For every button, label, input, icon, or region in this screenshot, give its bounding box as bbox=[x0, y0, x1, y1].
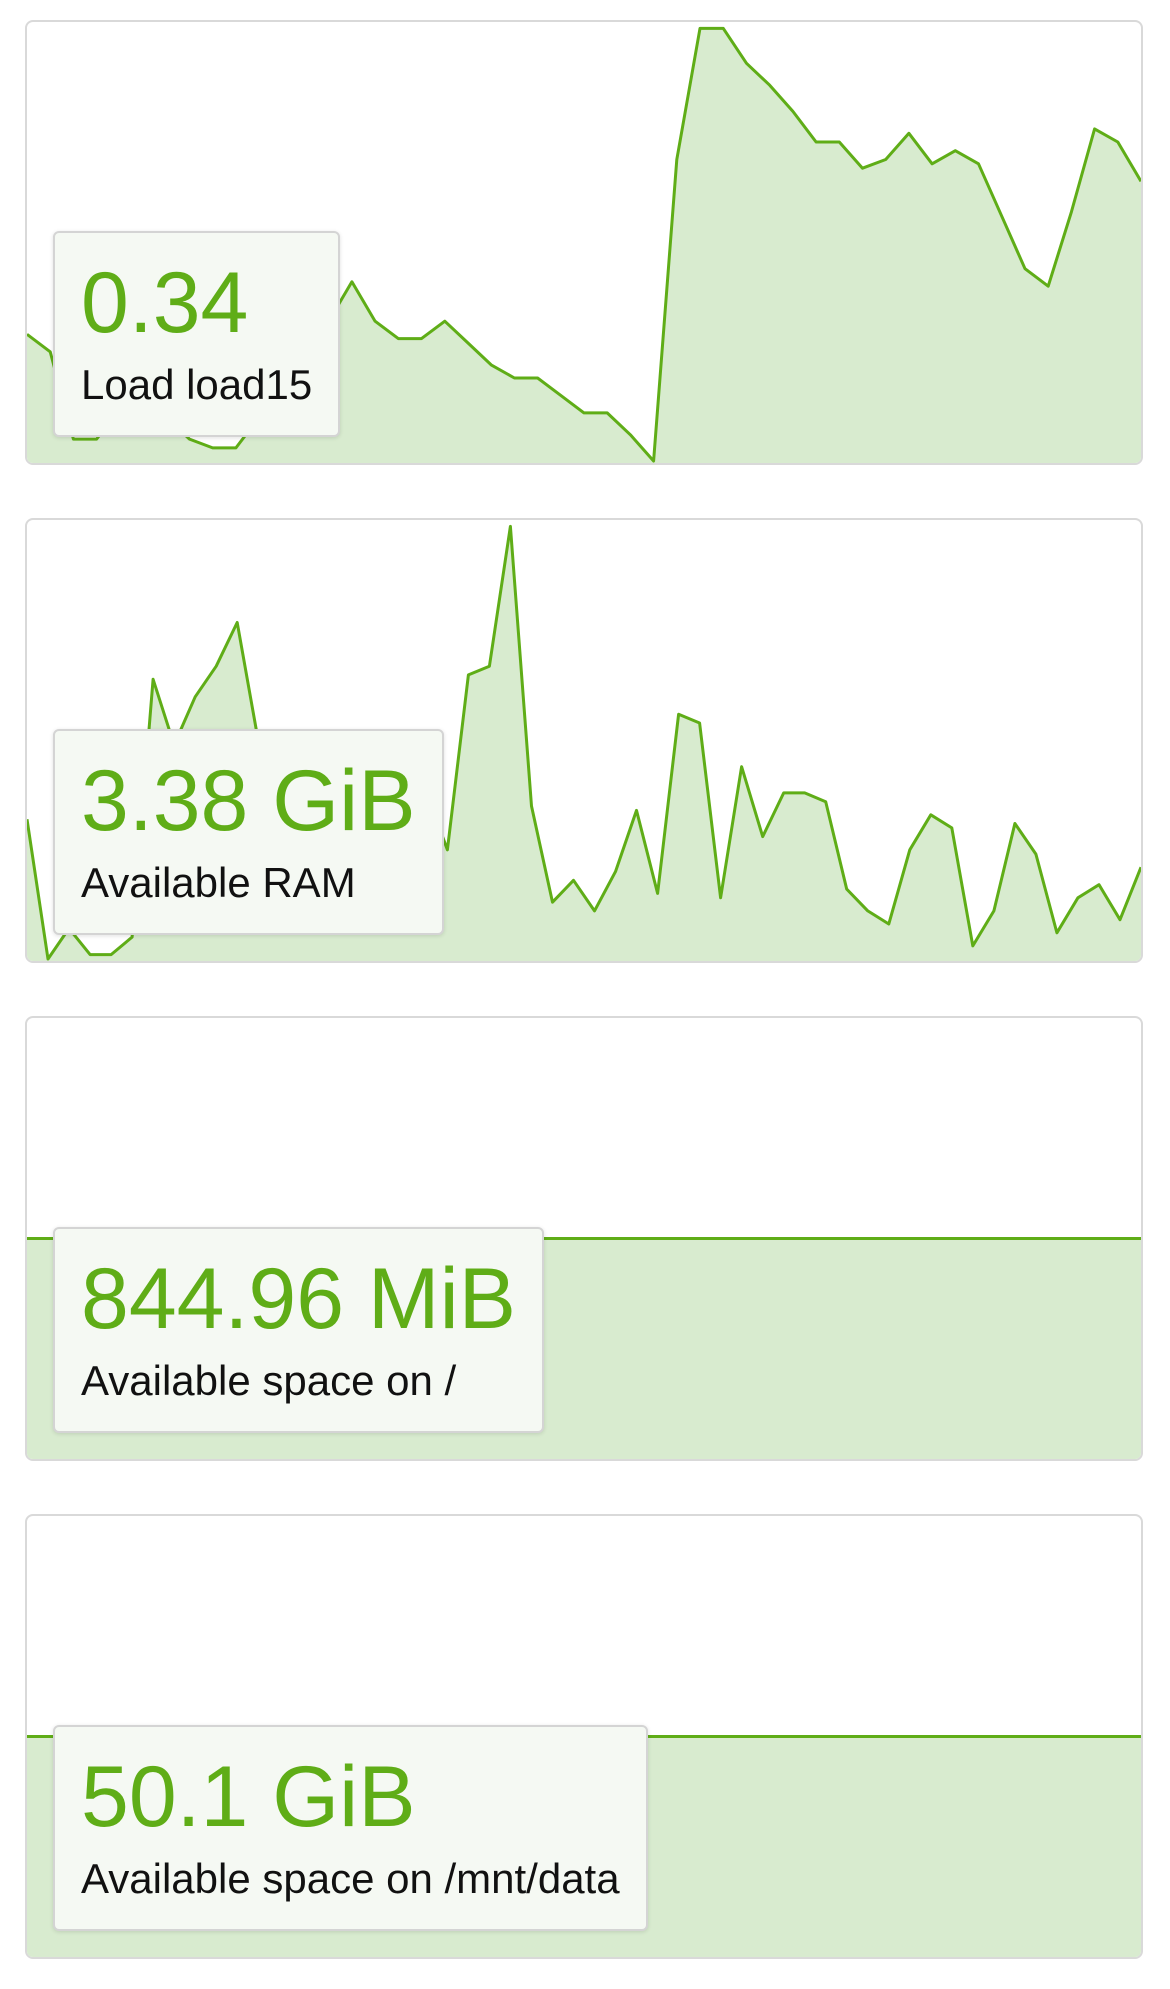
ram-value: 3.38 GiB bbox=[81, 753, 416, 849]
ram-tooltip: 3.38 GiB Available RAM bbox=[53, 729, 444, 935]
root-disk-value: 844.96 MiB bbox=[81, 1251, 517, 1347]
data-disk-tooltip: 50.1 GiB Available space on /mnt/data bbox=[53, 1725, 648, 1931]
data-disk-label: Available space on /mnt/data bbox=[81, 1855, 620, 1902]
ram-label: Available RAM bbox=[81, 859, 356, 906]
data-disk-value: 50.1 GiB bbox=[81, 1749, 416, 1845]
load-tooltip: 0.34 Load load15 bbox=[53, 231, 341, 437]
root-disk-tooltip: 844.96 MiB Available space on / bbox=[53, 1227, 545, 1433]
data-disk-chart-panel[interactable]: 50.1 GiB Available space on /mnt/data bbox=[25, 1514, 1143, 1959]
load-chart-panel[interactable]: 0.34 Load load15 bbox=[25, 20, 1143, 465]
load-value: 0.34 bbox=[81, 255, 249, 351]
root-disk-chart-panel[interactable]: 844.96 MiB Available space on / bbox=[25, 1016, 1143, 1461]
load-sparkline-line bbox=[27, 26, 1141, 463]
ram-sparkline-line bbox=[27, 524, 1141, 961]
ram-chart-panel[interactable]: 3.38 GiB Available RAM bbox=[25, 518, 1143, 963]
load-label: Load load15 bbox=[81, 361, 313, 408]
root-disk-label: Available space on / bbox=[81, 1357, 457, 1404]
